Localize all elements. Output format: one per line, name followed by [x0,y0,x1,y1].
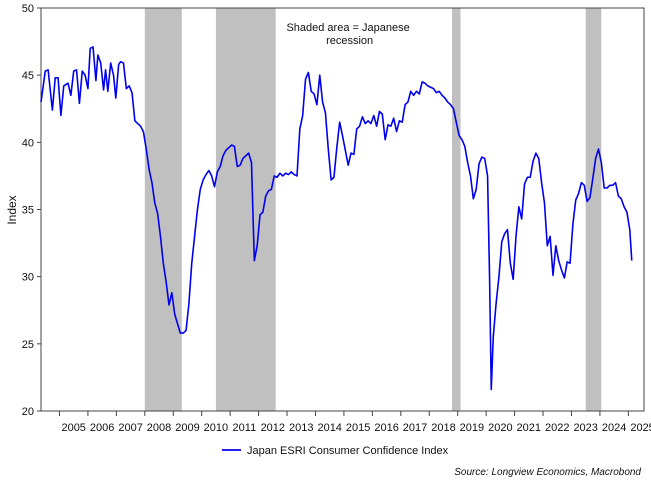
x-tick-label: 2019 [460,422,484,434]
x-tick-label: 2011 [233,422,257,434]
x-tick-label: 2008 [147,422,171,434]
y-tick-label: 20 [22,406,34,418]
x-tick-label: 2017 [403,422,427,434]
x-tick-label: 2006 [90,422,114,434]
plot-frame [40,7,645,412]
x-tick-label: 2024 [602,422,626,434]
series-line-1 [40,46,633,391]
x-tick-label: 2021 [517,422,541,434]
recession-band-2 [215,8,276,411]
x-tick-label: 2020 [488,422,512,434]
x-axis: 2005 2006 2007 2008 2009 2010 2011 2012 2013 2014… [58,411,651,434]
x-tick-label: 2023 [573,422,597,434]
recession-annotation-line-2: recession [326,35,373,47]
recession-band-1 [144,8,182,411]
recession-annotation: Shaded area = Japanese recession [286,22,412,47]
x-tick-label: 2013 [289,422,313,434]
y-tick-label: 30 [22,272,34,284]
x-tick-label: 2007 [118,422,142,434]
x-tick-label: 2010 [204,422,228,434]
recession-bands [144,8,602,411]
x-tick-label: 2005 [61,422,85,434]
x-tick-label: 2022 [545,422,569,434]
source-note: Source: Longview Economics, Macrobond [454,467,641,478]
y-tick-label: 25 [22,339,34,351]
x-tick-label: 2015 [346,422,370,434]
x-tick-label: 2018 [431,422,455,434]
legend-label: Japan ESRI Consumer Confidence Index [247,445,449,457]
recession-band-4 [585,8,602,411]
recession-band-3 [452,8,461,411]
data-series [40,46,633,391]
y-tick-label: 50 [22,3,34,15]
y-tick-label: 35 [22,205,34,217]
y-tick-label: 45 [22,70,34,82]
x-tick-label: 2012 [261,422,285,434]
x-tick-label: 2009 [175,422,199,434]
y-axis-title: Index [5,195,19,224]
y-tick-label: 40 [22,137,34,149]
x-tick-label: 2016 [374,422,398,434]
legend: Japan ESRI Consumer Confidence Index [222,445,449,457]
x-tick-label: 2014 [317,422,341,434]
y-axis: 20 25 30 35 40 45 50 [22,3,41,418]
recession-annotation-line-1: Shaded area = Japanese [286,22,409,34]
